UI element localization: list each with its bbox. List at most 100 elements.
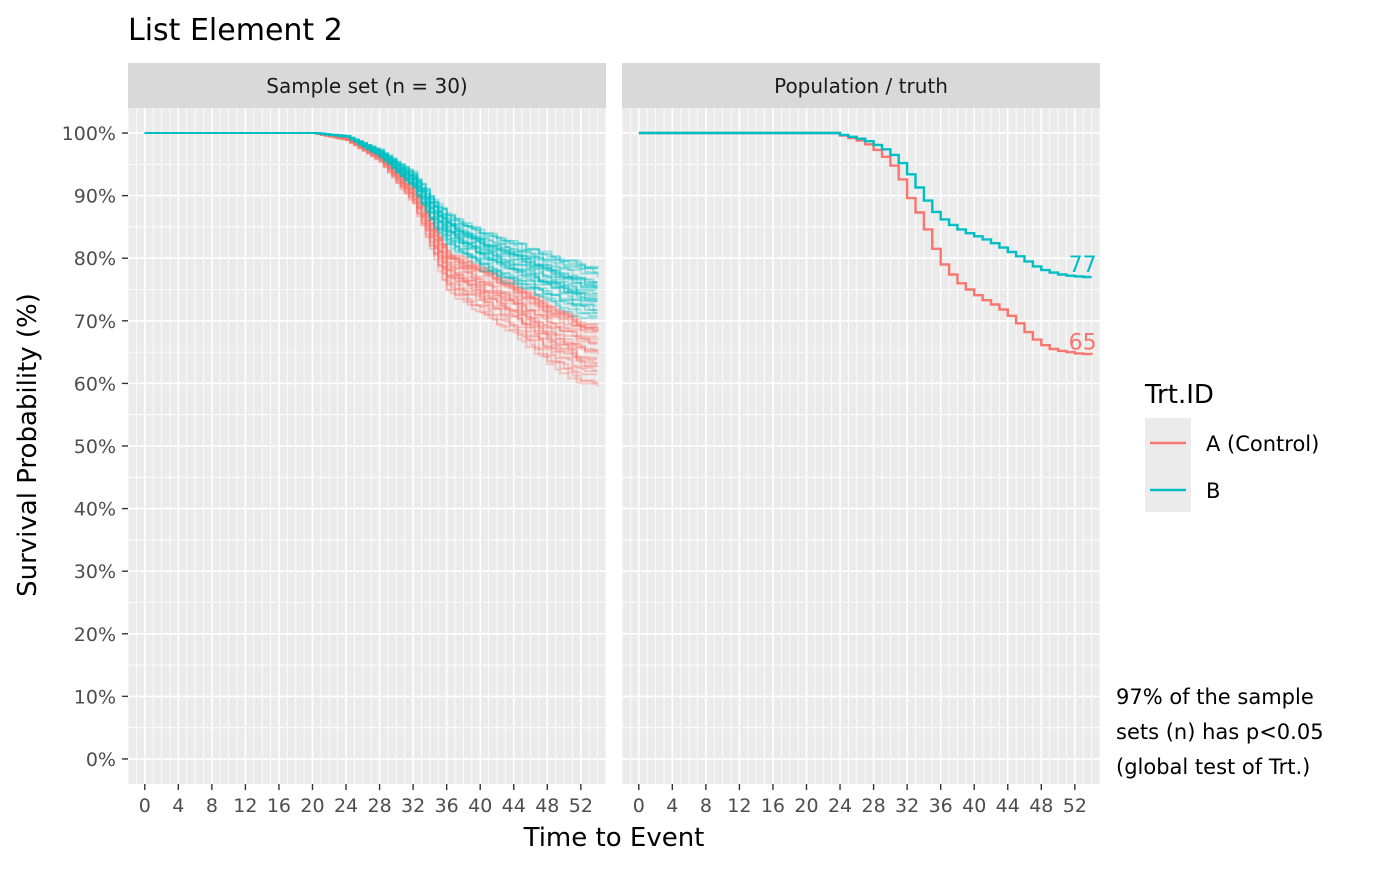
sample-curve-b <box>144 132 598 287</box>
legend-title: Trt.ID <box>1144 380 1214 410</box>
sample-curve-control <box>144 132 598 329</box>
facet-strip <box>622 63 1100 108</box>
truth-curve-b <box>638 131 1092 279</box>
sample-curve-control <box>144 132 598 338</box>
y-tick-label: 0% <box>86 749 116 771</box>
sample-curve-control <box>144 132 599 352</box>
y-tick-label: 90% <box>74 186 116 208</box>
facet-strip <box>128 63 606 108</box>
x-tick-label: 12 <box>233 795 257 817</box>
sample-curve-b <box>144 132 598 291</box>
facet-strip-label: Sample set (n = 30) <box>266 74 467 98</box>
sample-curve-control <box>144 132 599 325</box>
sample-curve-b <box>144 132 598 311</box>
chart-title: List Element 2 <box>128 13 343 48</box>
panel-1: Sample set (n = 30)0 4 8 12 16 20 24 28 32 36 40 44… <box>62 63 607 817</box>
x-tick-label: 44 <box>996 795 1020 817</box>
truth-curve-control <box>638 131 1093 356</box>
sample-curve-control <box>144 132 598 334</box>
sample-curve-b <box>144 132 598 301</box>
facet-strip-label: Population / truth <box>774 74 948 98</box>
x-tick-label: 28 <box>367 795 391 817</box>
legend: Trt.ID A (Control) B <box>1144 380 1319 512</box>
sample-curve-control <box>144 132 598 368</box>
legend-label-b: B <box>1206 479 1220 503</box>
x-tick-label: 36 <box>929 795 953 817</box>
y-tick-label: 50% <box>74 436 116 458</box>
sample-curve-control <box>144 132 598 383</box>
sample-curve-control <box>144 132 599 331</box>
x-tick-label: 52 <box>569 795 593 817</box>
y-tick-label: 60% <box>74 373 116 395</box>
sample-curve-b <box>144 132 598 288</box>
sample-curve-b <box>144 132 598 314</box>
y-axis-label: Survival Probability (%) <box>13 293 43 597</box>
sample-curve-control <box>144 132 598 331</box>
end-label-control: 65 <box>1069 331 1097 356</box>
x-tick-label: 36 <box>435 795 459 817</box>
y-tick-label: 40% <box>74 499 116 521</box>
sample-curve-b <box>144 132 599 274</box>
x-tick-label: 24 <box>828 795 852 817</box>
sample-curve-b <box>144 132 598 283</box>
sample-curve-b <box>144 132 598 284</box>
sample-curve-b <box>144 132 598 307</box>
sample-curve-control <box>144 132 598 326</box>
sample-curve-b <box>144 132 598 311</box>
x-tick-label: 40 <box>468 795 492 817</box>
sample-curve-b <box>144 132 598 284</box>
legend-label-control: A (Control) <box>1206 432 1319 456</box>
note-line: sets (n) has p<0.05 <box>1116 720 1324 744</box>
sample-curve-b <box>144 132 598 303</box>
y-tick-label: 80% <box>74 248 116 270</box>
sample-curve-control <box>144 132 599 387</box>
x-tick-label: 4 <box>666 795 678 817</box>
x-tick-label: 20 <box>794 795 818 817</box>
x-tick-label: 4 <box>172 795 184 817</box>
sample-curve-control <box>144 132 599 332</box>
sample-curve-control <box>144 132 598 359</box>
sample-curve-control <box>144 132 598 345</box>
x-tick-label: 8 <box>206 795 218 817</box>
sample-curve-control <box>144 132 598 372</box>
x-tick-label: 0 <box>139 795 151 817</box>
y-tick-label: 20% <box>74 624 116 646</box>
sample-curve-control <box>144 132 598 329</box>
x-tick-label: 8 <box>700 795 712 817</box>
sample-curve-control <box>144 132 598 333</box>
sample-curve-b <box>144 132 599 278</box>
y-tick-label: 70% <box>74 311 116 333</box>
sample-curve-b <box>144 132 599 270</box>
sample-curve-control <box>144 132 598 345</box>
sample-curve-control <box>144 132 598 361</box>
note-line: 97% of the sample <box>1116 685 1314 709</box>
sample-curve-control <box>144 132 598 367</box>
sample-curve-control <box>144 132 598 364</box>
sample-curve-control <box>144 132 598 365</box>
sample-curve-b <box>144 132 598 315</box>
x-tick-label: 48 <box>535 795 559 817</box>
sample-curve-control <box>144 132 598 351</box>
sample-curve-control <box>144 132 598 376</box>
sample-curve-b <box>144 132 598 317</box>
sample-curve-control <box>144 132 599 355</box>
series-layer <box>638 131 1093 356</box>
sample-curve-b <box>144 132 598 319</box>
sample-curve-b <box>144 132 598 286</box>
x-tick-label: 48 <box>1029 795 1053 817</box>
sample-curve-control <box>144 132 598 373</box>
x-tick-label: 52 <box>1063 795 1087 817</box>
x-tick-label: 16 <box>761 795 785 817</box>
x-tick-label: 12 <box>727 795 751 817</box>
legend-key-bg <box>1145 418 1191 512</box>
significance-note: 97% of the sample sets (n) has p<0.05 (g… <box>1116 680 1324 785</box>
x-axis-label: Time to Event <box>523 823 705 853</box>
x-tick-label: 0 <box>633 795 645 817</box>
sample-curve-b <box>144 132 598 274</box>
series-layer <box>144 132 599 387</box>
sample-curve-control <box>144 132 599 352</box>
x-tick-label: 28 <box>861 795 885 817</box>
x-tick-label: 32 <box>401 795 425 817</box>
